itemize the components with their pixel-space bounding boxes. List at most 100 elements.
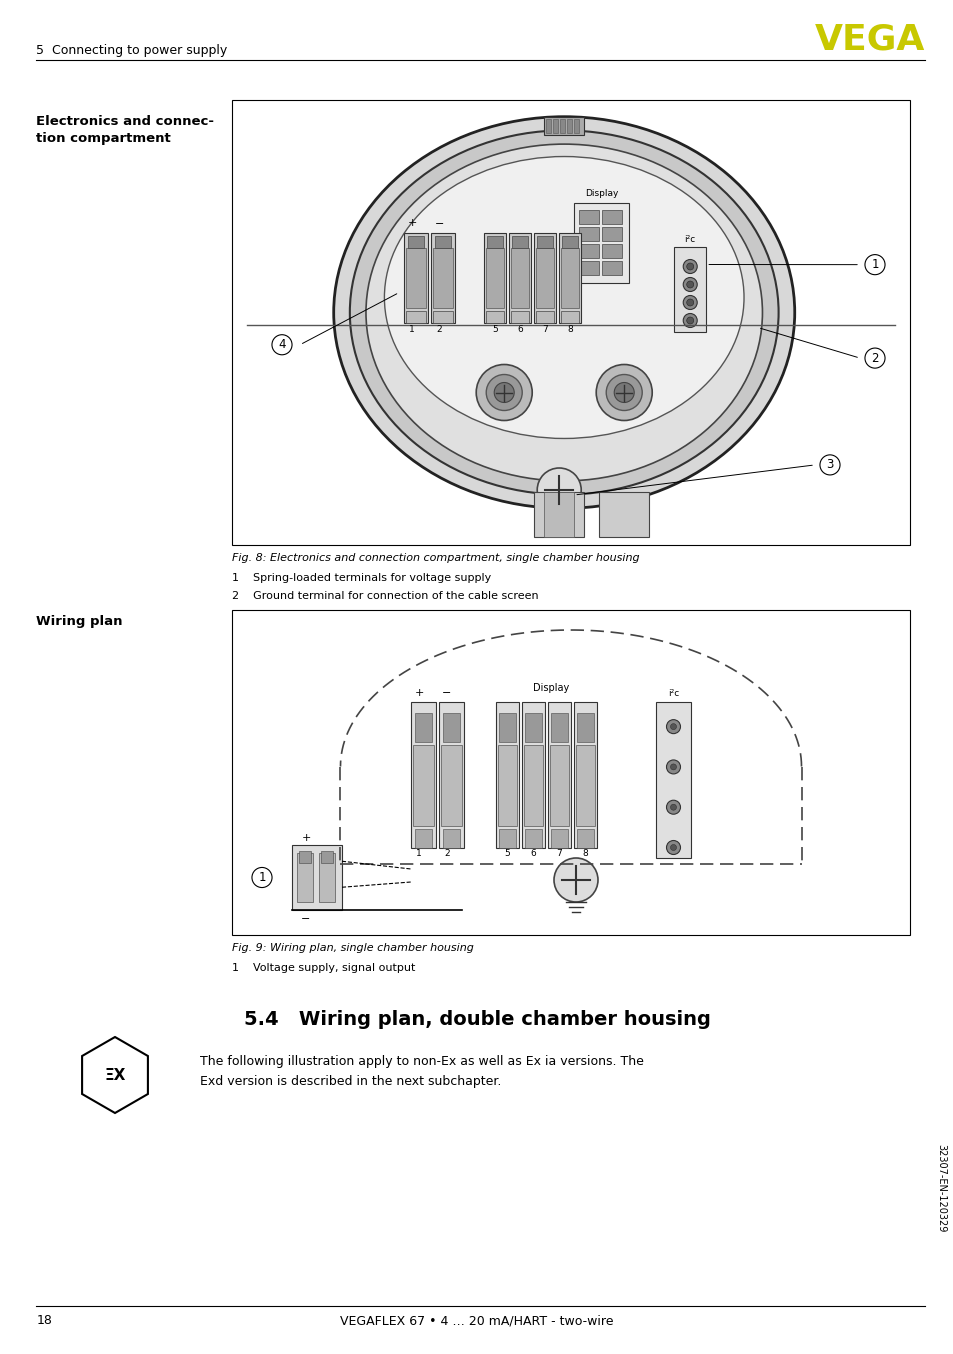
- Ellipse shape: [334, 116, 794, 508]
- Bar: [408, 236, 424, 248]
- Text: −: −: [434, 218, 443, 229]
- Circle shape: [670, 845, 676, 850]
- Bar: [558, 233, 580, 322]
- Bar: [484, 233, 506, 322]
- Text: i²c: i²c: [684, 234, 695, 244]
- Bar: [574, 701, 597, 848]
- Text: 1    Voltage supply, signal output: 1 Voltage supply, signal output: [232, 963, 415, 974]
- Text: Wiring plan: Wiring plan: [36, 615, 123, 628]
- Circle shape: [605, 375, 641, 410]
- Text: The following illustration apply to non-Ex as well as Ex ia versions. The: The following illustration apply to non-…: [200, 1055, 643, 1068]
- Text: 6: 6: [517, 325, 522, 334]
- Bar: [431, 233, 455, 322]
- Bar: [536, 248, 554, 307]
- Bar: [509, 233, 531, 322]
- Circle shape: [686, 299, 693, 306]
- Bar: [433, 310, 453, 322]
- Text: 7: 7: [541, 325, 548, 334]
- Bar: [318, 853, 335, 902]
- Bar: [404, 233, 428, 322]
- Bar: [551, 829, 567, 848]
- Text: 3: 3: [825, 459, 833, 471]
- Circle shape: [682, 314, 697, 328]
- Text: 5  Connecting to power supply: 5 Connecting to power supply: [36, 43, 227, 57]
- Bar: [487, 236, 502, 248]
- Bar: [524, 829, 541, 848]
- Bar: [232, 100, 909, 546]
- Circle shape: [666, 841, 679, 854]
- Bar: [511, 310, 529, 322]
- Bar: [497, 745, 517, 826]
- Text: +: +: [407, 218, 416, 229]
- Text: 6: 6: [530, 849, 536, 857]
- Bar: [559, 119, 564, 133]
- Text: ΞΧ: ΞΧ: [104, 1067, 126, 1082]
- Bar: [298, 852, 311, 862]
- Bar: [524, 714, 541, 742]
- Bar: [561, 236, 578, 248]
- Text: 8: 8: [581, 849, 587, 857]
- Text: 2: 2: [436, 325, 441, 334]
- Text: 1: 1: [870, 259, 878, 271]
- Bar: [406, 248, 426, 307]
- Bar: [578, 210, 598, 223]
- Bar: [601, 210, 621, 223]
- Text: Fig. 8: Electronics and connection compartment, single chamber housing: Fig. 8: Electronics and connection compa…: [232, 552, 639, 563]
- Circle shape: [682, 295, 697, 310]
- Bar: [543, 116, 583, 134]
- Text: 2: 2: [870, 352, 878, 364]
- Bar: [543, 492, 574, 538]
- Bar: [560, 248, 578, 307]
- Bar: [442, 714, 459, 742]
- Circle shape: [666, 800, 679, 814]
- Circle shape: [596, 364, 652, 421]
- Text: 18: 18: [36, 1313, 52, 1327]
- Text: VEGA: VEGA: [814, 23, 924, 57]
- Bar: [440, 745, 461, 826]
- Bar: [435, 236, 451, 248]
- Ellipse shape: [366, 144, 761, 481]
- Circle shape: [666, 719, 679, 734]
- Text: Exd version is described in the next subchapter.: Exd version is described in the next sub…: [200, 1075, 501, 1089]
- Bar: [577, 829, 594, 848]
- Bar: [578, 260, 598, 275]
- Ellipse shape: [384, 157, 743, 439]
- Text: −: −: [301, 914, 311, 923]
- Text: 5: 5: [492, 325, 497, 334]
- Circle shape: [686, 317, 693, 324]
- Text: 7: 7: [556, 849, 561, 857]
- Bar: [560, 310, 578, 322]
- Bar: [576, 745, 595, 826]
- Circle shape: [537, 468, 580, 512]
- Circle shape: [554, 858, 598, 902]
- Bar: [601, 244, 621, 257]
- Bar: [415, 714, 432, 742]
- Text: 2    Ground terminal for connection of the cable screen: 2 Ground terminal for connection of the …: [232, 590, 538, 601]
- Circle shape: [670, 723, 676, 730]
- Bar: [551, 714, 567, 742]
- Text: 8: 8: [567, 325, 573, 334]
- Text: 2: 2: [444, 849, 450, 857]
- Circle shape: [682, 278, 697, 291]
- Bar: [413, 745, 434, 826]
- Bar: [536, 310, 554, 322]
- Bar: [601, 260, 621, 275]
- Text: 32307-EN-120329: 32307-EN-120329: [936, 1144, 945, 1232]
- Bar: [578, 244, 598, 257]
- Bar: [433, 248, 453, 307]
- Text: 5: 5: [503, 849, 509, 857]
- Text: 1: 1: [258, 871, 266, 884]
- Bar: [232, 611, 909, 936]
- Bar: [577, 714, 594, 742]
- Bar: [546, 119, 551, 133]
- Bar: [537, 236, 553, 248]
- Text: −: −: [442, 688, 451, 699]
- Circle shape: [614, 382, 634, 402]
- Bar: [498, 714, 516, 742]
- Bar: [511, 248, 529, 307]
- Circle shape: [670, 764, 676, 770]
- Bar: [438, 701, 463, 848]
- Bar: [553, 119, 558, 133]
- Polygon shape: [82, 1037, 148, 1113]
- Bar: [550, 745, 568, 826]
